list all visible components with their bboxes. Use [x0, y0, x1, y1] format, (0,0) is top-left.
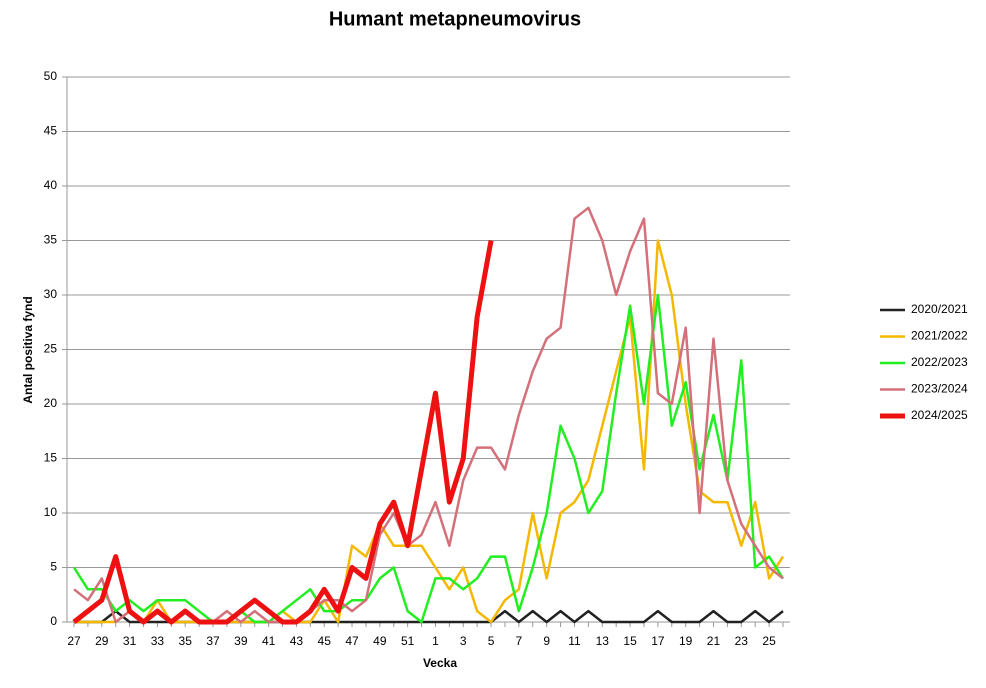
x-tick-label: 17 [651, 634, 665, 648]
x-tick-label: 25 [762, 634, 776, 648]
legend-label: 2023/2024 [911, 382, 968, 396]
legend-label: 2020/2021 [911, 302, 968, 316]
y-tick-label: 50 [44, 69, 58, 83]
x-tick-label: 37 [206, 634, 220, 648]
y-tick-label: 15 [44, 451, 58, 465]
x-tick-label: 45 [318, 634, 332, 648]
y-tick-label: 25 [44, 342, 58, 356]
x-tick-label: 21 [707, 634, 721, 648]
legend-label: 2024/2025 [911, 408, 968, 422]
x-tick-label: 41 [262, 634, 276, 648]
x-tick-label: 29 [95, 634, 109, 648]
y-axis-label: Antal positiva fynd [21, 296, 35, 403]
y-tick-label: 5 [50, 560, 57, 574]
y-tick-label: 40 [44, 178, 58, 192]
x-tick-label: 1 [432, 634, 439, 648]
y-tick-label: 45 [44, 124, 58, 138]
x-tick-label: 43 [290, 634, 304, 648]
series-line [72, 293, 785, 624]
y-tick-label: 20 [44, 396, 58, 410]
x-tick-label: 9 [543, 634, 550, 648]
x-tick-label: 51 [401, 634, 415, 648]
x-tick-label: 31 [123, 634, 137, 648]
x-tick-label: 15 [623, 634, 637, 648]
x-tick-label: 23 [735, 634, 749, 648]
x-tick-label: 13 [596, 634, 610, 648]
x-tick-label: 19 [679, 634, 693, 648]
x-tick-label: 35 [179, 634, 193, 648]
x-tick-label: 47 [345, 634, 359, 648]
y-tick-label: 10 [44, 505, 58, 519]
legend-label: 2022/2023 [911, 355, 968, 369]
x-tick-label: 27 [67, 634, 81, 648]
x-tick-label: 11 [568, 634, 581, 648]
x-tick-label: 49 [373, 634, 387, 648]
chart-title: Humant metapneumovirus [329, 8, 581, 30]
x-tick-label: 5 [488, 634, 495, 648]
y-tick-label: 30 [44, 287, 58, 301]
series-line [74, 239, 785, 624]
x-tick-label: 33 [151, 634, 165, 648]
legend-label: 2021/2022 [911, 329, 968, 343]
x-tick-label: 3 [460, 634, 467, 648]
series-line [73, 206, 784, 624]
series-line [72, 240, 494, 625]
y-tick-label: 35 [44, 233, 58, 247]
x-tick-label: 39 [234, 634, 248, 648]
y-tick-label: 0 [50, 614, 57, 628]
x-tick-label: 7 [516, 634, 523, 648]
x-axis-label: Vecka [423, 656, 457, 670]
